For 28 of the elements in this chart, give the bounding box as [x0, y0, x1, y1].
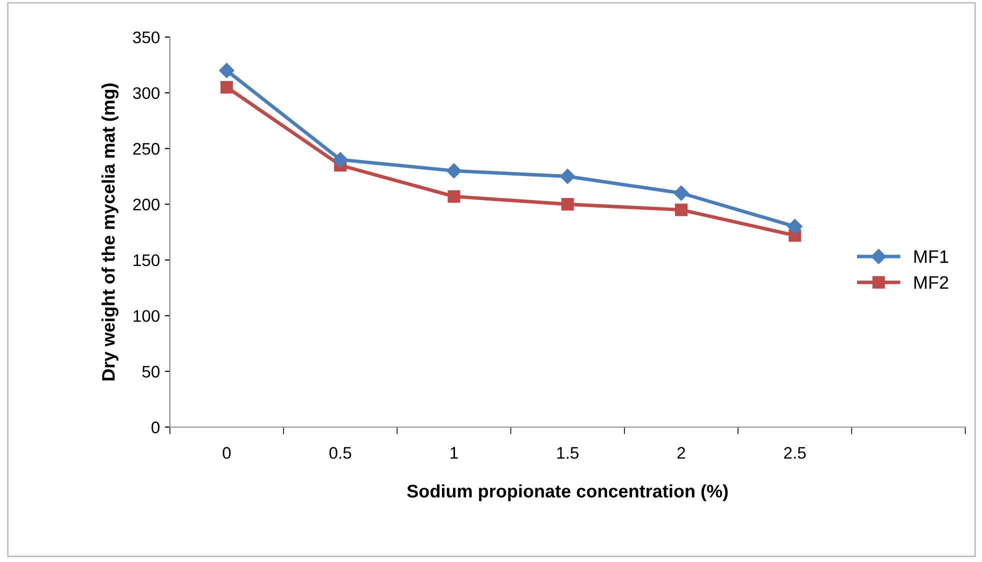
- x-tick-label: 0: [222, 447, 231, 459]
- legend-label: MF1: [914, 250, 948, 263]
- y-tick-label: 50: [142, 366, 160, 378]
- point: [674, 204, 688, 216]
- point: [332, 152, 348, 168]
- point: [219, 62, 234, 78]
- point: [446, 163, 462, 178]
- y-tick-label: 0: [152, 422, 160, 434]
- point: [561, 198, 574, 210]
- point: [220, 80, 233, 94]
- point: [674, 186, 689, 201]
- y-tick-label: 150: [134, 254, 160, 266]
- point: [787, 218, 802, 234]
- point: [448, 190, 460, 203]
- x-tick-label: 2: [677, 447, 686, 459]
- x-tick-label: 0.5: [329, 447, 352, 459]
- y-tick-label: 250: [133, 142, 160, 155]
- y-tick-label: 350: [132, 31, 160, 44]
- y-axis-title: Dry weight of the mycelia mat (mg): [102, 84, 118, 380]
- x-axis-title: Sodium propionate concentration (%): [407, 484, 728, 502]
- x-tick-label: 1: [450, 447, 458, 459]
- y-tick-label: 200: [133, 198, 160, 210]
- x-tick-label: 2.5: [784, 447, 806, 459]
- y-tick-label: 100: [134, 310, 160, 322]
- legend-label: MF2: [914, 276, 948, 289]
- point: [560, 168, 576, 184]
- y-tick-label: 300: [132, 87, 160, 100]
- x-tick-label: 1.5: [557, 447, 578, 459]
